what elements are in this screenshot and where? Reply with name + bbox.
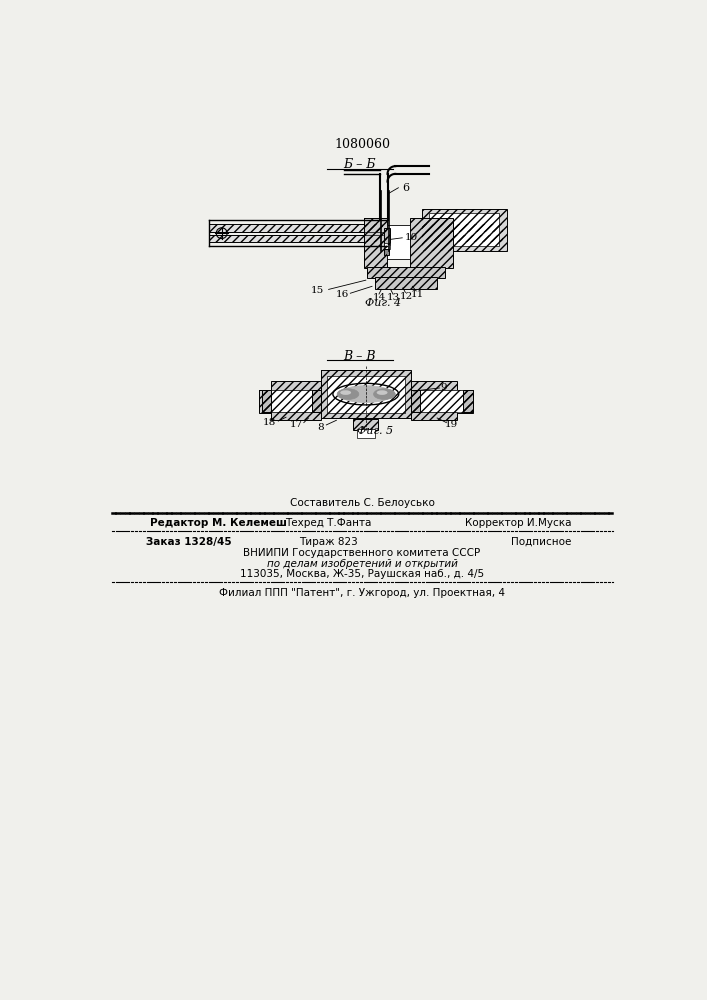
Bar <box>312 390 321 412</box>
Bar <box>321 370 411 418</box>
Text: по делам изобретений и открытий: по делам изобретений и открытий <box>267 559 457 569</box>
Bar <box>209 235 383 242</box>
Text: Техред Т.Фанта: Техред Т.Фанта <box>286 518 372 528</box>
Bar <box>421 235 503 242</box>
Text: 9: 9 <box>440 383 447 392</box>
Bar <box>375 277 437 289</box>
Bar <box>363 218 387 268</box>
Text: 6: 6 <box>402 183 409 193</box>
Ellipse shape <box>373 389 395 400</box>
Bar <box>421 209 507 251</box>
Text: 11: 11 <box>410 290 423 299</box>
Text: Б – Б: Б – Б <box>344 158 376 171</box>
Bar <box>312 390 321 412</box>
Bar <box>354 419 378 430</box>
Bar <box>368 267 445 278</box>
Bar <box>209 224 383 232</box>
Text: 13: 13 <box>387 293 400 302</box>
Bar <box>384 228 390 245</box>
Text: Филиал ППП "Патент", г. Ужгород, ул. Проектная, 4: Филиал ППП "Патент", г. Ужгород, ул. Про… <box>219 588 505 598</box>
Text: 18: 18 <box>262 418 276 427</box>
Bar <box>411 390 469 412</box>
Bar <box>429 213 499 246</box>
Bar <box>363 218 387 268</box>
Ellipse shape <box>340 390 351 395</box>
Text: Подписное: Подписное <box>510 537 571 547</box>
Bar <box>410 218 452 268</box>
Bar <box>327 376 404 413</box>
Bar <box>375 277 437 289</box>
Bar <box>259 389 321 413</box>
Bar <box>209 235 383 242</box>
Bar <box>271 412 321 420</box>
Bar <box>464 390 473 412</box>
Text: Фиг. 4: Фиг. 4 <box>365 298 401 308</box>
Bar <box>411 389 473 413</box>
Ellipse shape <box>339 386 393 403</box>
Text: Редактор М. Келемеш: Редактор М. Келемеш <box>151 518 287 528</box>
Bar <box>421 224 503 232</box>
Bar <box>385 249 389 255</box>
Bar <box>384 228 390 245</box>
Bar <box>209 224 383 232</box>
Text: В – В: В – В <box>344 350 376 363</box>
Bar <box>321 370 411 418</box>
Text: 17: 17 <box>289 420 303 429</box>
Bar <box>354 419 378 430</box>
Bar <box>411 381 457 389</box>
Bar <box>368 267 445 278</box>
Bar <box>271 381 321 389</box>
Bar <box>384 243 390 249</box>
Bar <box>262 390 271 412</box>
Text: 14: 14 <box>373 293 385 302</box>
Bar <box>421 235 503 242</box>
Text: Тираж 823: Тираж 823 <box>299 537 358 547</box>
Text: 16: 16 <box>336 290 349 299</box>
Text: Фиг. 5: Фиг. 5 <box>357 426 393 436</box>
Bar <box>356 429 375 438</box>
Bar <box>411 390 420 412</box>
Text: 12: 12 <box>399 292 413 301</box>
Text: 8: 8 <box>317 423 325 432</box>
Bar <box>464 390 473 412</box>
Text: 19: 19 <box>445 420 457 429</box>
Text: Корректор И.Муска: Корректор И.Муска <box>465 518 572 528</box>
Text: ВНИИПИ Государственного комитета СССР: ВНИИПИ Государственного комитета СССР <box>243 548 481 558</box>
Bar <box>410 218 452 268</box>
Bar <box>262 390 321 412</box>
Bar <box>421 209 507 251</box>
Text: 1080060: 1080060 <box>334 138 390 151</box>
Bar <box>411 390 420 412</box>
Text: 113035, Москва, Ж-35, Раушская наб., д. 4/5: 113035, Москва, Ж-35, Раушская наб., д. … <box>240 569 484 579</box>
Bar <box>411 412 457 420</box>
Bar <box>271 412 321 420</box>
Text: 10: 10 <box>404 233 418 242</box>
Bar <box>411 381 457 389</box>
Bar <box>262 390 271 412</box>
Bar <box>387 225 410 259</box>
Bar <box>271 381 321 389</box>
Bar <box>259 389 321 413</box>
Text: 15: 15 <box>310 286 324 295</box>
Text: Составитель С. Белоусько: Составитель С. Белоусько <box>289 498 434 508</box>
Bar <box>421 224 503 232</box>
Text: Заказ 1328/45: Заказ 1328/45 <box>146 537 232 547</box>
Ellipse shape <box>337 389 359 400</box>
Bar <box>411 412 457 420</box>
Ellipse shape <box>377 390 387 395</box>
Bar <box>411 389 473 413</box>
